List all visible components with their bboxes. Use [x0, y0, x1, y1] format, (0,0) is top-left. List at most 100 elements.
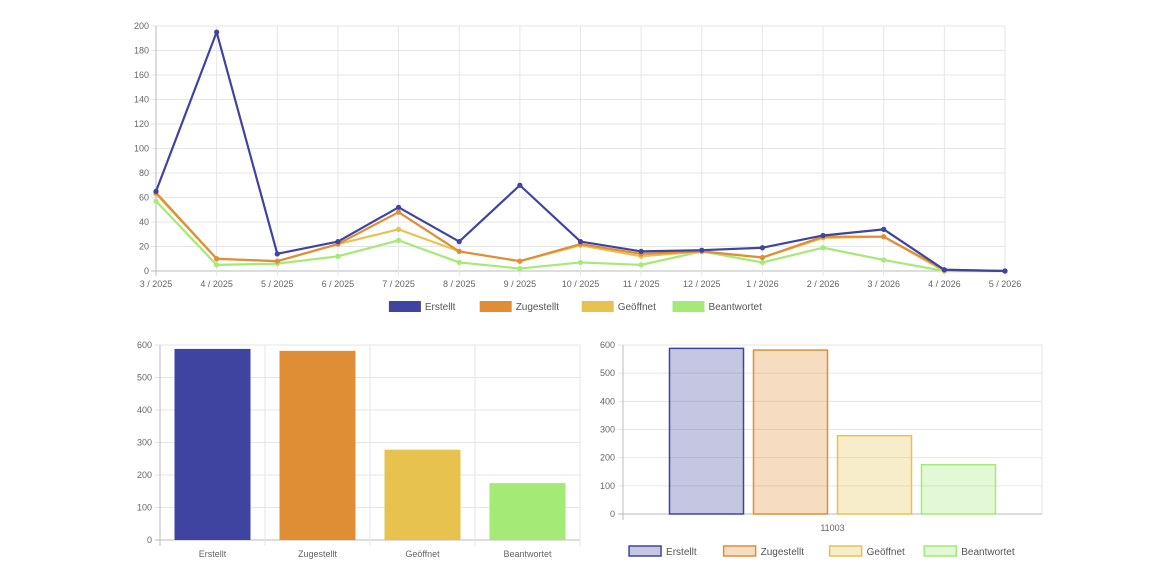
legend-label: Beantwortet [961, 547, 1015, 558]
y-tick-label: 80 [139, 168, 149, 178]
y-tick-label: 600 [600, 340, 615, 350]
data-point [638, 262, 644, 268]
x-tick-label: 4 / 2025 [200, 279, 233, 289]
y-tick-label: 300 [600, 425, 615, 435]
legend-label: Zugestellt [516, 302, 560, 313]
bar-erstellt [668, 347, 745, 515]
y-tick-label: 100 [137, 503, 152, 513]
bar-zugestellt [279, 350, 356, 540]
x-tick-label: Beantwortet [503, 549, 552, 559]
x-tick-label: 2 / 2026 [807, 279, 840, 289]
x-tick-label: 10 / 2025 [562, 279, 600, 289]
data-point [274, 258, 280, 264]
data-point [214, 29, 220, 35]
y-tick-label: 200 [137, 470, 152, 480]
data-point [820, 232, 826, 239]
data-point [214, 262, 220, 268]
data-point [456, 239, 462, 245]
y-tick-label: 180 [134, 46, 149, 56]
x-tick-label: 3 / 2026 [867, 279, 900, 289]
x-tick-label: 6 / 2025 [322, 279, 355, 289]
y-tick-label: 160 [134, 70, 149, 80]
bar-erstellt [174, 348, 251, 540]
data-point [517, 265, 523, 272]
data-point [881, 226, 887, 232]
data-point [820, 245, 826, 251]
legend-swatch [628, 545, 662, 557]
data-point [881, 257, 887, 263]
data-point [153, 198, 159, 204]
y-tick-label: 0 [610, 509, 615, 519]
bar-zugestellt [752, 349, 829, 515]
x-tick-label: 4 / 2026 [928, 279, 961, 289]
x-tick-label: 3 / 2025 [140, 279, 173, 289]
data-point [941, 267, 947, 273]
y-tick-label: 600 [137, 340, 152, 350]
x-tick-label: 12 / 2025 [683, 279, 721, 289]
x-tick-label: 9 / 2025 [504, 279, 537, 289]
legend-swatch [722, 545, 757, 557]
data-point [881, 234, 887, 240]
y-tick-label: 20 [139, 242, 149, 252]
grouped-bar-chart: 0 100 200 300 400 500 600 11003 Erstellt Zugestel… [600, 340, 1043, 558]
x-tick-label: Erstellt [199, 549, 227, 559]
y-tick-label: 200 [134, 21, 149, 31]
data-point [214, 256, 220, 262]
data-point [456, 259, 462, 266]
data-point [395, 237, 402, 243]
legend-label: Zugestellt [761, 547, 805, 558]
data-point [456, 248, 462, 254]
y-tick-label: 60 [139, 193, 149, 203]
x-tick-label: 8 / 2025 [443, 279, 476, 289]
data-point [759, 254, 766, 261]
bar-geöffnet [384, 449, 461, 540]
x-tick-label: 11003 [820, 523, 844, 533]
x-tick-label: 7 / 2025 [382, 279, 415, 289]
x-tick-label: Zugestellt [298, 549, 338, 559]
legend-swatch [923, 545, 957, 557]
bar-geöffnet [836, 434, 913, 515]
legend-label: Beantwortet [709, 302, 763, 313]
legend-swatch [581, 301, 614, 312]
y-tick-label: 300 [137, 438, 152, 448]
data-point [759, 259, 766, 266]
data-point [577, 239, 584, 245]
y-tick-label: 140 [134, 95, 149, 105]
x-tick-label: 11 / 2025 [623, 279, 660, 289]
data-point [274, 251, 280, 257]
legend-swatch [479, 301, 512, 312]
y-tick-label: 0 [147, 535, 152, 545]
bar-beantwortet [489, 483, 566, 540]
y-tick-label: 100 [600, 481, 615, 491]
y-tick-label: 500 [600, 368, 615, 378]
bar-beantwortet [920, 463, 997, 515]
line-chart: 0 20 40 60 80 100 120 140 160 180 200 3 / 2025 4 / 2… [134, 21, 1021, 313]
y-tick-label: 200 [600, 453, 615, 463]
legend-label: Erstellt [425, 302, 456, 313]
x-tick-label: 5 / 2026 [989, 279, 1022, 289]
data-point [577, 259, 584, 266]
y-tick-label: 500 [137, 373, 152, 383]
y-tick-label: 400 [600, 396, 615, 406]
bar-chart: 0 100 200 300 400 500 600 Erstellt Zugestellt Geö… [137, 340, 581, 559]
data-point [517, 182, 523, 188]
y-tick-label: 0 [144, 266, 149, 276]
x-tick-label: 5 / 2025 [261, 279, 294, 289]
data-point [759, 245, 766, 251]
data-point [395, 209, 402, 215]
y-tick-label: 40 [139, 217, 149, 227]
data-point [395, 226, 402, 232]
y-tick-label: 120 [134, 119, 149, 129]
x-tick-label: Geöffnet [405, 549, 440, 559]
legend-label: Erstellt [666, 547, 697, 558]
data-point [335, 239, 341, 245]
legend-swatch [388, 301, 421, 312]
x-tick-label: 1 / 2026 [746, 279, 779, 289]
legend-swatch [828, 545, 863, 557]
data-point [1002, 268, 1008, 274]
data-point [699, 247, 705, 253]
data-point [517, 258, 523, 264]
legend-label: Geöffnet [618, 302, 656, 313]
legend-swatch [672, 301, 705, 312]
